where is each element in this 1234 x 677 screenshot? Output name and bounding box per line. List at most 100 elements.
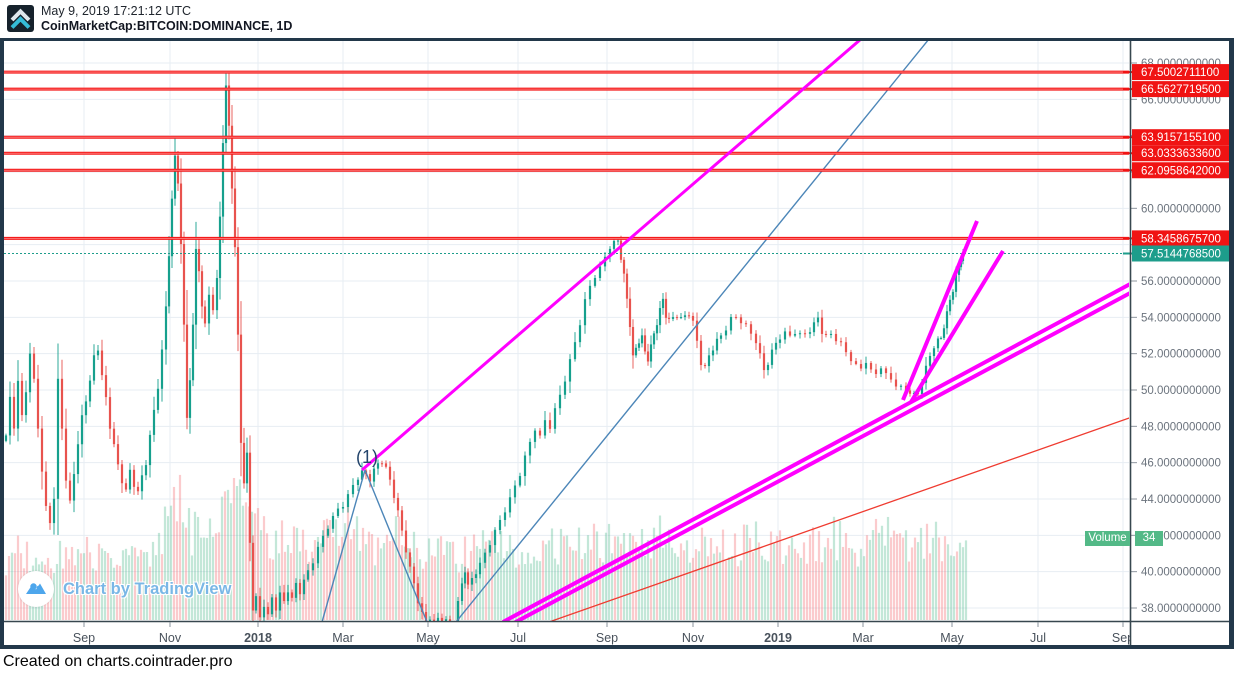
time-axis[interactable]: Sep Nov 2018 Mar May Jul Sep Nov 2019 Mar May Jul Se… <box>73 622 1134 645</box>
trendline-magenta-major-uptrend[interactable] <box>361 39 861 472</box>
candle-body <box>849 352 853 362</box>
footer-bar: Created on charts.cointrader.pro <box>0 650 1234 677</box>
candle-body <box>221 143 225 217</box>
candle-body <box>12 396 16 429</box>
price-tick-label: 54.0000000000 <box>1141 312 1221 324</box>
candle-body <box>44 471 48 506</box>
volume-bar <box>793 548 797 620</box>
plot-area[interactable]: (1) <box>4 39 1132 636</box>
trendline-magenta-channel-lower[interactable] <box>512 291 1132 624</box>
candle-body <box>270 597 274 615</box>
price-axis[interactable]: 68.000000000066.000000000064.00000000006… <box>1123 41 1229 649</box>
volume-bar <box>352 529 356 620</box>
candle-body <box>258 596 262 618</box>
candle-body <box>687 315 691 317</box>
volume-bar <box>124 548 128 620</box>
volume-bar <box>772 543 776 620</box>
volume-bar <box>13 553 17 620</box>
candle-body <box>932 348 936 357</box>
candle-body <box>215 278 219 311</box>
volume-bar <box>934 521 938 620</box>
level-badge-label: 66.5627719500 <box>1141 84 1221 96</box>
wave-label[interactable]: (1) <box>356 447 378 467</box>
volume-bar <box>403 546 407 620</box>
volume-bar <box>478 548 482 620</box>
volume-bar <box>799 557 803 620</box>
price-tick-label: 52.0000000000 <box>1141 349 1221 361</box>
volume-bar <box>649 558 653 620</box>
candle-body <box>48 505 52 524</box>
volume-bar <box>151 541 155 620</box>
candle-body <box>649 344 653 362</box>
candle-body <box>108 397 112 429</box>
chart-symbol: CoinMarketCap:BITCOIN:DOMINANCE, 1D <box>41 19 293 33</box>
volume-bar <box>301 529 305 620</box>
volume-bar <box>511 548 515 620</box>
candle-body <box>664 298 668 318</box>
volume-bar <box>769 531 773 620</box>
price-level-lines[interactable] <box>4 70 1129 240</box>
volume-bar <box>181 522 185 620</box>
candle-body <box>948 299 952 312</box>
volume-bar <box>748 537 752 620</box>
volume-bar <box>271 559 275 620</box>
volume-bar <box>910 547 914 620</box>
candle-body <box>622 259 626 274</box>
price-tick-label: 38.0000000000 <box>1141 603 1221 615</box>
candle-body <box>346 494 350 507</box>
candle-body <box>290 592 294 598</box>
volume-bar <box>283 551 287 620</box>
volume-bar <box>790 537 794 620</box>
candle-body <box>568 359 572 382</box>
volume-bar <box>79 553 83 620</box>
candle-body <box>558 394 562 409</box>
volume-bar <box>262 516 266 620</box>
resistance-price-badge <box>1132 64 1229 81</box>
candle-body <box>523 455 527 477</box>
volume-bar <box>697 551 701 620</box>
candle-body <box>188 380 192 418</box>
volume-bar <box>913 537 917 620</box>
candle-body <box>563 381 567 395</box>
trendline-impulse-right-blue[interactable] <box>364 469 428 622</box>
trendline-magenta-steep-2[interactable] <box>909 249 1005 404</box>
volume-study-label[interactable]: Volume <box>1085 531 1130 546</box>
trendline-magenta-channel-upper[interactable] <box>502 282 1132 622</box>
time-tick-label: 2019 <box>764 631 792 645</box>
candle-body <box>658 308 662 326</box>
volume-bar <box>502 558 506 620</box>
trendline-impulse-left-blue[interactable] <box>321 469 366 622</box>
candle-body <box>928 356 932 366</box>
volume-bar <box>676 556 680 620</box>
volume-bar <box>238 479 242 620</box>
candle-body <box>88 380 92 402</box>
candle-body <box>766 364 770 371</box>
trendline-magenta-steep-1[interactable] <box>901 220 979 401</box>
time-tick-label: Nov <box>682 631 705 645</box>
candle-body <box>543 420 547 436</box>
candle-body <box>508 497 512 513</box>
candle-body <box>185 324 189 418</box>
volume-bar <box>109 558 113 620</box>
candle-body <box>28 353 32 393</box>
volume-bar <box>535 560 539 620</box>
volume-bar <box>727 557 731 620</box>
volume-bar <box>526 552 530 620</box>
price-tick-label: 60.0000000000 <box>1141 203 1221 215</box>
volume-bar <box>325 518 329 620</box>
candle-body <box>518 476 522 486</box>
volume-bar <box>706 556 710 620</box>
candle-body <box>899 385 903 387</box>
candle-body <box>148 434 152 466</box>
volume-bar <box>424 561 428 620</box>
resistance-price-badge <box>1132 81 1229 98</box>
candle-body <box>631 326 635 356</box>
candle-body <box>124 483 128 490</box>
volume-bar <box>841 546 845 620</box>
trendline-red-rising-support[interactable] <box>549 417 1132 622</box>
candle-body <box>448 619 452 621</box>
volume-bar <box>418 559 422 620</box>
time-tick-label: Mar <box>852 631 874 645</box>
volume-bar <box>148 566 152 620</box>
